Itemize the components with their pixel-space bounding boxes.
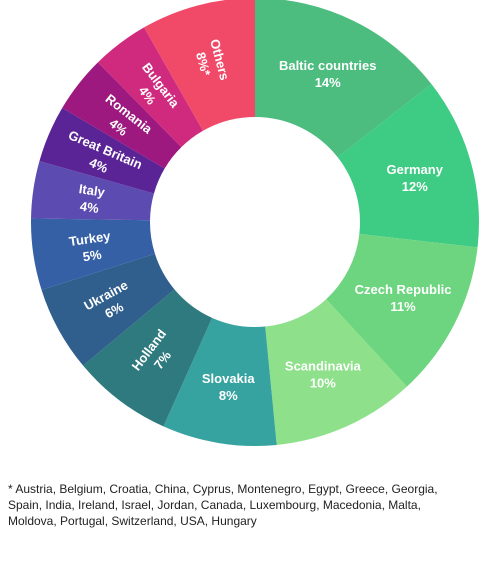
slice-bulgaria	[97, 27, 203, 148]
slice-czech-republic	[326, 233, 478, 387]
slice-baltic-countries	[255, 0, 432, 158]
slice-others	[144, 0, 255, 131]
slice-label-baltic-countries: Baltic countries 14%	[279, 58, 377, 90]
slice-germany	[337, 83, 479, 248]
slice-italy	[31, 161, 154, 221]
slice-label-czech-republic: Czech Republic 11%	[355, 282, 452, 314]
slice-label-germany: Germany 12%	[387, 162, 444, 194]
footnote: * Austria, Belgium, Croatia, China, Cypr…	[8, 482, 438, 528]
slice-slovakia	[163, 317, 277, 447]
slice-great-britain	[39, 107, 165, 194]
slice-label-italy: Italy4%	[75, 181, 106, 217]
slice-romania	[62, 62, 182, 169]
slice-holland	[83, 289, 213, 427]
donut-chart: Baltic countries 14% Germany 12% Czech Repub…	[31, 0, 479, 447]
slice-scandinavia	[265, 299, 407, 445]
slice-ukraine	[41, 253, 175, 366]
slice-label-slovakia: Slovakia 8%	[202, 371, 256, 403]
slice-label-turkey: Turkey5%	[68, 228, 115, 266]
slice-turkey	[31, 218, 155, 290]
donut-slices	[31, 0, 479, 447]
slice-label-scandinavia: Scandinavia 10%	[285, 359, 362, 391]
